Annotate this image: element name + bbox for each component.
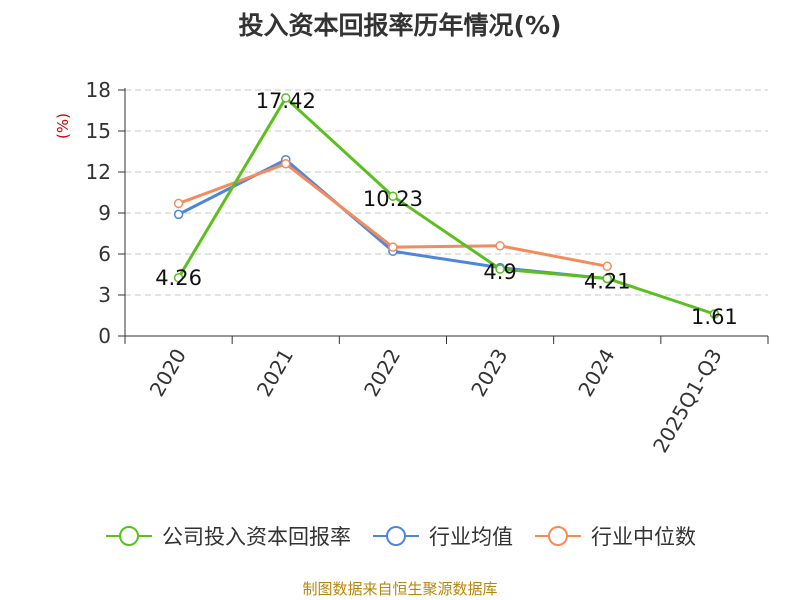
data-label: 4.26	[155, 266, 202, 290]
data-point	[602, 261, 612, 272]
data-point	[281, 93, 291, 103]
y-tick-label: 6	[98, 242, 111, 266]
legend: 公司投入资本回报率 行业均值 行业中位数	[0, 518, 800, 554]
legend-label-industry-mean: 行业均值	[429, 525, 513, 549]
data-label: 10.23	[363, 187, 423, 211]
y-tick-label: 18	[86, 78, 111, 102]
legend-item-company[interactable]: 公司投入资本回报率	[104, 521, 351, 551]
data-point	[602, 273, 612, 284]
legend-marker-industry-median	[535, 526, 581, 546]
data-label: 1.61	[691, 305, 738, 329]
legend-marker-company	[106, 526, 152, 546]
x-tick-label: 2020	[145, 345, 191, 401]
x-tick-label: 2021	[252, 345, 298, 401]
series-line	[177, 158, 608, 281]
data-point	[388, 191, 398, 201]
legend-label-company: 公司投入资本回报率	[162, 525, 351, 549]
y-tick-label: 12	[86, 160, 111, 184]
legend-label-industry-median: 行业中位数	[591, 525, 696, 549]
y-tick-label: 9	[98, 201, 111, 225]
y-tick-label: 15	[86, 119, 111, 143]
chart-title: 投入资本回报率历年情况(%)	[238, 11, 562, 40]
legend-item-industry-mean[interactable]: 行业均值	[371, 521, 513, 551]
data-point	[173, 273, 184, 283]
x-tick-label: 2023	[466, 345, 512, 401]
x-tick-label: 2022	[359, 345, 405, 401]
data-point	[388, 242, 398, 252]
data-point	[495, 241, 505, 251]
y-tick-label: 0	[98, 324, 111, 348]
data-label: 4.21	[584, 269, 631, 293]
data-point	[495, 264, 505, 274]
legend-marker-industry-mean	[373, 526, 419, 546]
data-point	[173, 198, 184, 209]
series-lines	[173, 93, 720, 319]
x-tick-label: 2024	[573, 345, 619, 401]
data-point	[173, 209, 184, 220]
x-tick-label: 2025Q1-Q3	[648, 345, 727, 457]
grid-lines	[125, 89, 768, 296]
series-line	[177, 96, 715, 316]
y-axis-label: (%)	[54, 113, 72, 139]
y-tick-label: 3	[98, 283, 111, 307]
data-label: 17.42	[256, 89, 316, 113]
data-label: 4.9	[483, 260, 516, 284]
data-point	[281, 159, 291, 169]
data-point	[709, 309, 720, 319]
data-labels: 4.26 17.42 10.23 4.9 4.21 1.61	[155, 89, 738, 329]
legend-item-industry-median[interactable]: 行业中位数	[533, 521, 696, 551]
source-note: 制图数据来自恒生聚源数据库	[302, 580, 498, 598]
